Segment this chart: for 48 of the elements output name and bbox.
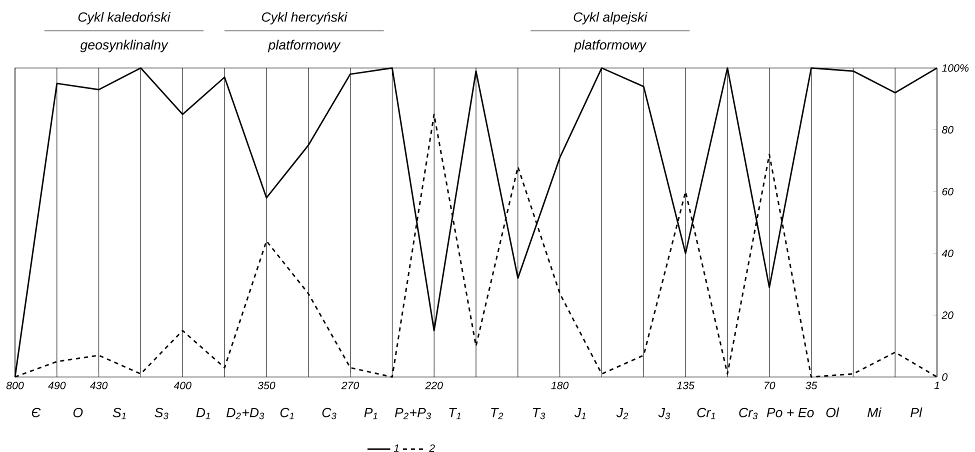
text: C$_{1}$ xyxy=(280,408,294,420)
text: Ol xyxy=(826,407,840,418)
text: platformowy xyxy=(268,40,341,52)
x-tick-label: 1 xyxy=(934,382,940,390)
y-tick-label: 60 xyxy=(942,188,954,196)
x-tick-label: 220 xyxy=(425,382,443,390)
text: T$_{1}$ xyxy=(449,408,461,420)
y-tick-label: 0 xyxy=(942,373,948,381)
y-tick-label: 100% xyxy=(942,64,969,72)
y-tick-label: 20 xyxy=(942,311,954,319)
legend-label: 2 xyxy=(429,444,435,452)
text: C$_{3}$ xyxy=(322,408,336,420)
y-tick-label: 40 xyxy=(942,250,954,258)
x-tick-label: 490 xyxy=(48,382,66,390)
text: T$_{2}$ xyxy=(491,408,504,420)
text: Є xyxy=(32,408,41,418)
text: J$_{2}$ xyxy=(616,408,628,420)
x-tick-label: 430 xyxy=(90,382,108,390)
text: Mi xyxy=(868,407,882,418)
text: geosynklinalny xyxy=(80,40,168,52)
x-tick-label: 400 xyxy=(174,382,192,390)
text: J$_{1}$ xyxy=(574,408,586,420)
x-tick-label: 350 xyxy=(258,382,276,390)
text: Cykl kaledoński xyxy=(78,12,171,24)
text: P$_{1}$ xyxy=(364,408,378,420)
text: T$_{3}$ xyxy=(533,408,546,420)
text: Cykl alpejski xyxy=(574,12,648,24)
text: P$_{2}$+P$_{3}$ xyxy=(394,408,432,420)
text: Cr$_{1}$ xyxy=(697,408,715,420)
x-tick-label: 70 xyxy=(764,382,776,390)
x-tick-label: 180 xyxy=(551,382,569,390)
text: Cr$_{3}$ xyxy=(739,408,758,420)
text: platformowy xyxy=(574,40,647,52)
x-tick-label: 135 xyxy=(676,382,694,390)
text: Pl xyxy=(910,407,922,418)
y-tick-label: 80 xyxy=(942,126,954,134)
x-tick-label: 35 xyxy=(806,382,818,390)
text: S$_{1}$ xyxy=(112,408,126,420)
legend-label: 1 xyxy=(394,444,399,452)
text: D$_{1}$ xyxy=(196,408,210,420)
text: O xyxy=(73,408,83,418)
text: Po + Eo xyxy=(766,408,814,418)
text: J$_{3}$ xyxy=(658,408,670,420)
x-tick-label: 800 xyxy=(6,382,24,390)
text: S$_{3}$ xyxy=(154,408,168,420)
text: D$_{2}$+D$_{3}$ xyxy=(226,408,264,420)
x-tick-label: 270 xyxy=(341,382,360,390)
text: Cykl hercyński xyxy=(262,12,348,24)
